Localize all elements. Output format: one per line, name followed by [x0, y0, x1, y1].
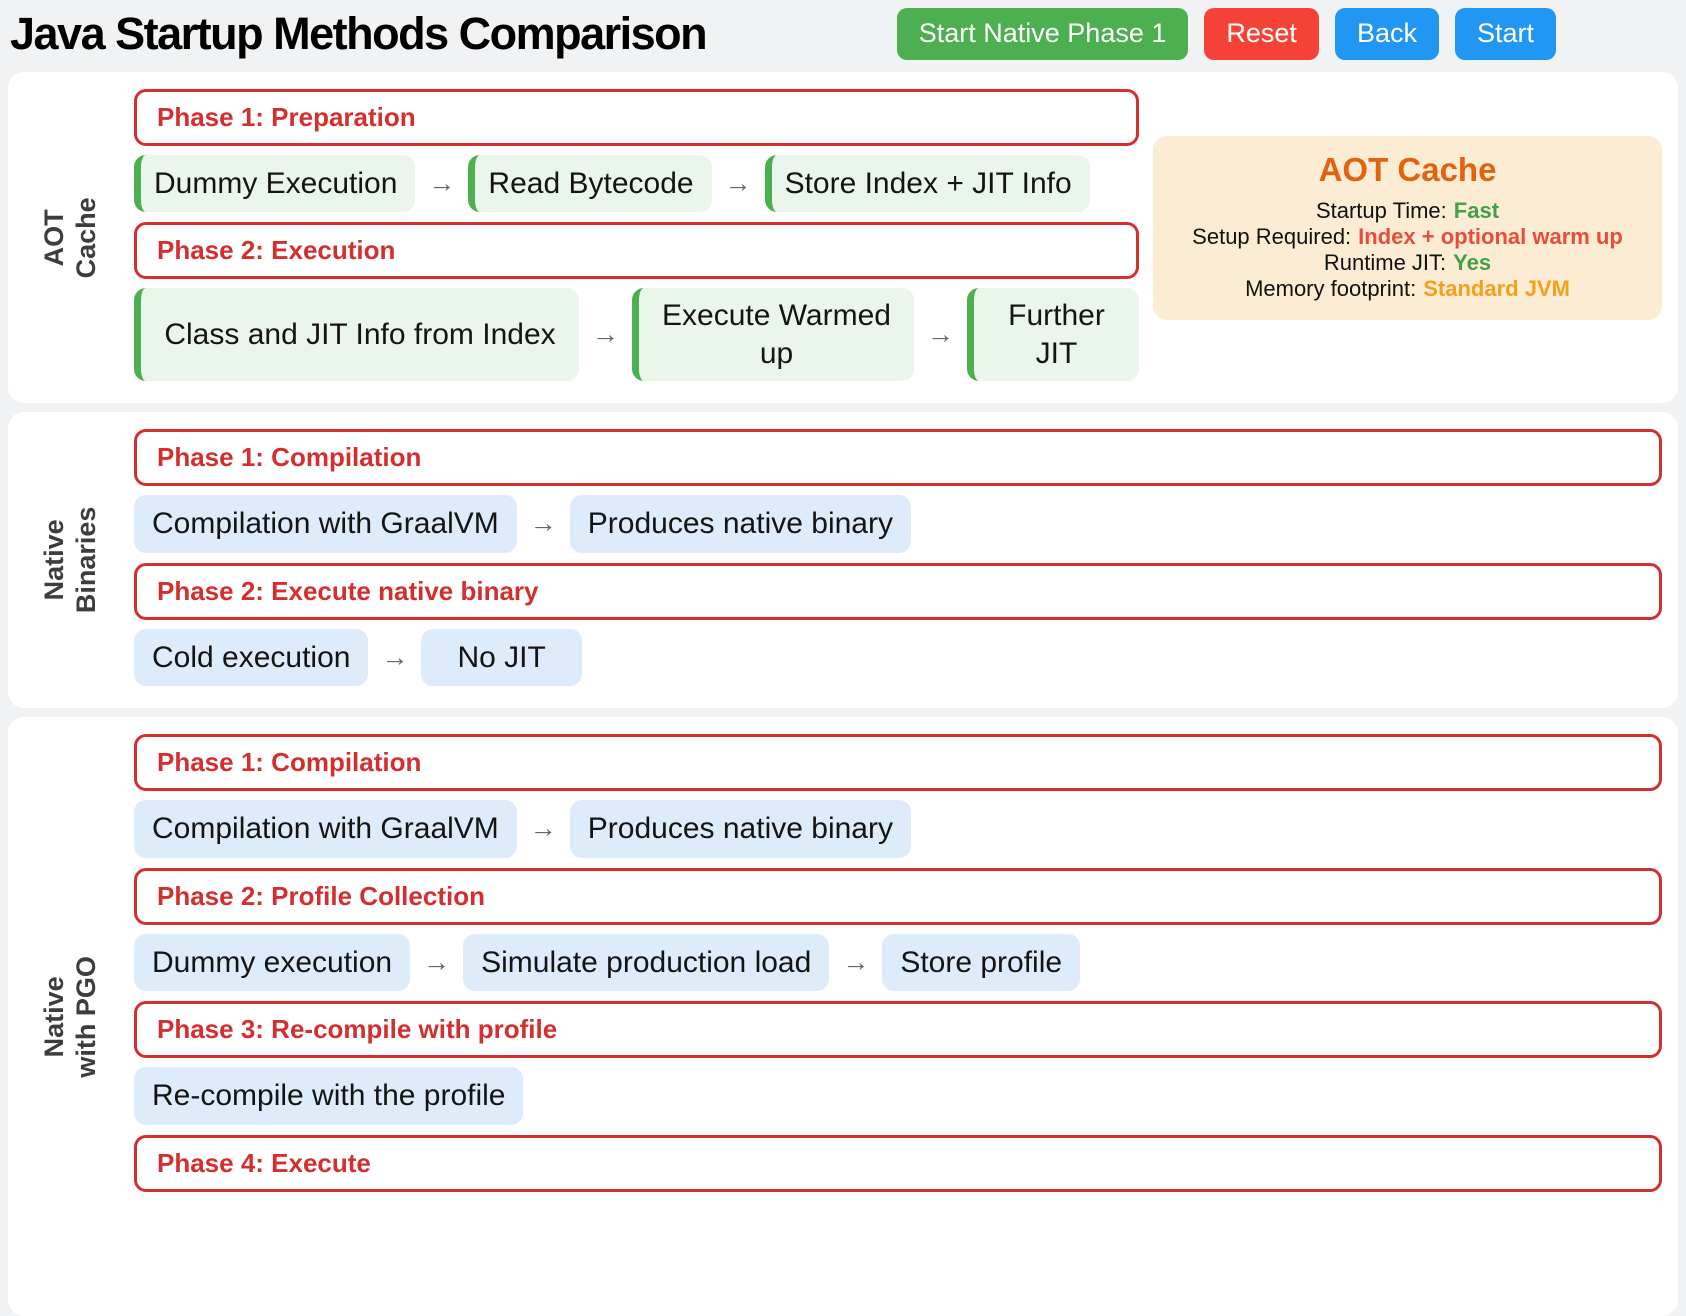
aot-flow-column: Phase 1: Preparation Dummy Execution → R…: [134, 84, 1139, 392]
step-box: Produces native binary: [569, 800, 911, 858]
step-box: Read Bytecode: [468, 154, 712, 213]
phase-box-pgo-2: Phase 2: Profile Collection: [134, 867, 1662, 925]
phase-box-pgo-3: Phase 3: Re-compile with profile: [134, 1001, 1662, 1059]
info-line: Runtime JIT: Yes: [1163, 250, 1652, 276]
section-label-native-binaries: Native Binaries: [8, 412, 134, 708]
phase-label: Phase 2: Profile Collection: [157, 880, 485, 911]
phase-label: Phase 1: Compilation: [157, 747, 422, 778]
info-value: Index + optional warm up: [1358, 223, 1623, 249]
phase-box-pgo-1: Phase 1: Compilation: [134, 734, 1662, 792]
section-label-text: AOT Cache: [39, 196, 101, 278]
section-label-aot-cache: AOT Cache: [8, 72, 134, 404]
aot-phase1-steps: Dummy Execution → Read Bytecode → Store …: [134, 154, 1139, 213]
phase-box-aot-1: Phase 1: Preparation: [134, 88, 1139, 146]
info-value: Fast: [1453, 197, 1500, 223]
pgo-phase3-steps: Re-compile with the profile: [134, 1067, 1662, 1125]
info-line: Setup Required: Index + optional warm up: [1163, 224, 1652, 250]
step-box: No JIT: [421, 628, 582, 687]
section-native-binaries: Native Binaries Phase 1: Compilation Com…: [8, 412, 1678, 709]
phase-label: Phase 3: Re-compile with profile: [157, 1014, 558, 1045]
step-box: Further JIT: [967, 288, 1139, 382]
reset-button[interactable]: Reset: [1204, 8, 1319, 60]
aot-columns: Phase 1: Preparation Dummy Execution → R…: [134, 84, 1662, 392]
phase-box-nb-1: Phase 1: Compilation: [134, 429, 1662, 487]
pgo-phase2-steps: Dummy execution → Simulate production lo…: [134, 933, 1662, 992]
info-label: Runtime JIT:: [1323, 249, 1447, 275]
arrow-icon: →: [381, 641, 409, 672]
phase-label: Phase 1: Preparation: [157, 101, 416, 132]
start-native-phase-button[interactable]: Start Native Phase 1: [896, 8, 1189, 60]
step-box: Dummy execution: [134, 933, 411, 992]
section-native-with-pgo: Native with PGO Phase 1: Compilation Com…: [8, 717, 1678, 1316]
phase-label: Phase 2: Execute native binary: [157, 575, 539, 606]
aot-cache-info-panel: AOT Cache Startup Time: Fast Setup Requir…: [1153, 135, 1662, 320]
section-label-native-with-pgo: Native with PGO: [8, 717, 134, 1316]
step-box: Compilation with GraalVM: [134, 495, 517, 553]
arrow-icon: →: [927, 319, 954, 350]
step-box: Compilation with GraalVM: [134, 800, 517, 858]
info-line: Memory footprint: Standard JVM: [1163, 276, 1652, 302]
section-label-text: Native Binaries: [39, 506, 101, 614]
page-title: Java Startup Methods Comparison: [10, 8, 708, 60]
phase-label: Phase 4: Execute: [157, 1147, 371, 1178]
info-label: Setup Required:: [1192, 223, 1352, 249]
step-box: Cold execution: [134, 628, 369, 687]
info-value: Standard JVM: [1423, 275, 1570, 301]
phase-box-nb-2: Phase 2: Execute native binary: [134, 562, 1662, 620]
arrow-icon: →: [842, 946, 870, 977]
section-native-with-pgo-content: Phase 1: Compilation Compilation with Gr…: [134, 717, 1678, 1316]
nb-phase1-steps: Compilation with GraalVM → Produces nati…: [134, 495, 1662, 553]
step-box: Store profile: [882, 933, 1081, 992]
phase-label: Phase 1: Compilation: [157, 442, 422, 473]
step-box: Store Index + JIT Info: [764, 154, 1090, 213]
info-label: Memory footprint:: [1245, 275, 1417, 301]
phase-box-pgo-4: Phase 4: Execute: [134, 1134, 1662, 1192]
step-box: Execute Warmed up: [632, 288, 914, 382]
step-box: Dummy Execution: [134, 154, 416, 213]
arrow-icon: →: [428, 167, 456, 198]
phase-box-aot-2: Phase 2: Execution: [134, 222, 1139, 280]
info-panel-title: AOT Cache: [1318, 150, 1497, 188]
start-button[interactable]: Start: [1454, 8, 1556, 60]
nb-phase2-steps: Cold execution → No JIT: [134, 628, 1662, 687]
arrow-icon: →: [529, 508, 557, 539]
pgo-phase1-steps: Compilation with GraalVM → Produces nati…: [134, 800, 1662, 858]
step-box: Simulate production load: [463, 933, 830, 992]
step-box: Produces native binary: [569, 495, 911, 553]
arrow-icon: →: [423, 946, 451, 977]
info-value: Yes: [1453, 249, 1492, 275]
arrow-icon: →: [724, 167, 752, 198]
info-label: Startup Time:: [1315, 197, 1447, 223]
step-box: Class and JIT Info from Index: [134, 288, 579, 382]
arrow-icon: →: [529, 813, 557, 844]
info-line: Startup Time: Fast: [1163, 198, 1652, 224]
aot-phase2-steps: Class and JIT Info from Index → Execute …: [134, 288, 1139, 382]
header-buttons: Start Native Phase 1 Reset Back Start: [896, 8, 1556, 60]
section-native-binaries-content: Phase 1: Compilation Compilation with Gr…: [134, 412, 1678, 708]
section-aot-content: Phase 1: Preparation Dummy Execution → R…: [134, 72, 1678, 404]
section-aot-cache: AOT Cache Phase 1: Preparation Dummy Exe…: [8, 71, 1678, 404]
arrow-icon: →: [592, 319, 619, 350]
phase-label: Phase 2: Execution: [157, 235, 396, 266]
back-button[interactable]: Back: [1334, 8, 1439, 60]
section-label-text: Native with PGO: [39, 955, 101, 1078]
step-box: Re-compile with the profile: [134, 1067, 524, 1125]
header: Java Startup Methods Comparison Start Na…: [8, 6, 1678, 72]
